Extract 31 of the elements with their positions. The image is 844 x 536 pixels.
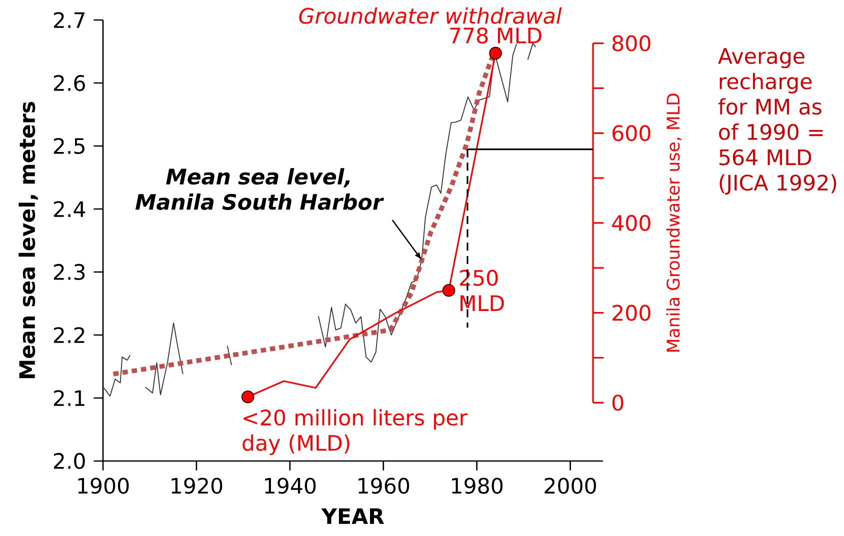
y2-tick-label: 400 xyxy=(612,214,650,232)
point xyxy=(442,284,456,297)
x-tick-label: 1960 xyxy=(358,478,410,494)
x-tick-label: 2000 xyxy=(544,478,596,494)
x-axis-title: YEAR xyxy=(321,508,384,524)
y-tick-label: 2.0 xyxy=(54,452,85,470)
x-tick-label: 1940 xyxy=(265,478,316,494)
y-tick-label: 2.3 xyxy=(54,264,85,280)
y2-tick-label: 600 xyxy=(612,125,650,142)
y-tick-label: 2.5 xyxy=(54,138,84,154)
data-label: 778 MLD xyxy=(450,27,542,44)
data-label: <20 million liters per day (MLD) xyxy=(242,409,468,456)
data-label: 250 MLD xyxy=(460,270,504,311)
point xyxy=(241,390,254,404)
y-tick-label: 2.7 xyxy=(54,12,84,28)
y-axis-title: Mean sea level, meters xyxy=(18,102,38,378)
annotation: Mean sea level, Manila South Harbor xyxy=(135,168,384,210)
text: Average recharge for MM as of 1990 = 564 MLD (JICA 1992) xyxy=(718,48,836,195)
y-tick-label: 2.6 xyxy=(54,74,85,92)
y-tick-label: 2.4 xyxy=(54,201,86,217)
y2-tick-label: 800 xyxy=(612,35,650,52)
x-tick-label: 1920 xyxy=(172,478,222,494)
y2-tick-label: 0 xyxy=(612,394,624,411)
x-tick-label: 1980 xyxy=(452,478,503,494)
chart-title: Groundwater withdrawal xyxy=(299,7,562,24)
y-tick-label: 2.2 xyxy=(54,327,84,343)
y2-tick-label: 200 xyxy=(612,304,650,321)
y2-axis-title: Manila Groundwater use, MLD xyxy=(666,94,682,352)
y-tick-label: 2.1 xyxy=(54,390,84,406)
x-tick-label: 1900 xyxy=(78,478,129,494)
point xyxy=(489,46,502,60)
